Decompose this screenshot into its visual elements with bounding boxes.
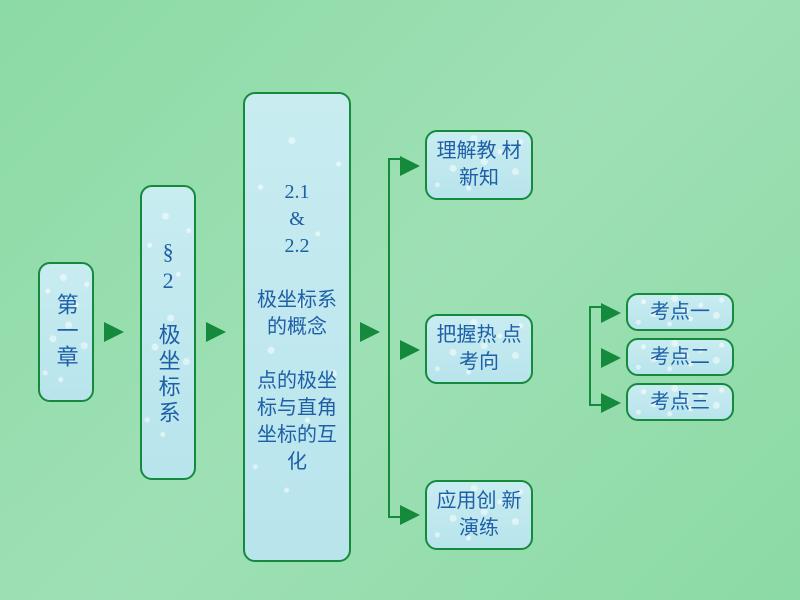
node-label: §2 极坐标系 xyxy=(150,239,185,427)
node-n9: 考点三 xyxy=(626,383,734,421)
arrow-icon xyxy=(360,322,380,342)
node-n1: 第一章 xyxy=(38,262,94,402)
node-n5: 把握热 点考向 xyxy=(425,314,533,384)
node-n3: 2.1 & 2.2 极坐标系的概念 点的极坐标与直角坐标的互化 xyxy=(243,92,351,562)
arrow-icon xyxy=(400,156,420,176)
arrow-icon xyxy=(601,393,621,413)
node-label: 应用创 新演练 xyxy=(433,488,525,542)
node-label: 2.1 & 2.2 极坐标系的概念 点的极坐标与直角坐标的互化 xyxy=(251,179,343,476)
node-label: 考点一 xyxy=(650,299,710,326)
node-label: 把握热 点考向 xyxy=(433,322,525,376)
node-label: 考点三 xyxy=(650,389,710,416)
node-label: 理解教 材新知 xyxy=(433,138,525,192)
arrow-icon xyxy=(601,348,621,368)
arrow-icon xyxy=(601,303,621,323)
arrow-icon xyxy=(400,340,420,360)
node-n6: 应用创 新演练 xyxy=(425,480,533,550)
bracket xyxy=(388,158,400,518)
node-label: 考点二 xyxy=(650,344,710,371)
bracket xyxy=(589,306,601,406)
arrow-icon xyxy=(206,322,226,342)
arrow-icon xyxy=(104,322,124,342)
node-n8: 考点二 xyxy=(626,338,734,376)
node-n7: 考点一 xyxy=(626,293,734,331)
node-n2: §2 极坐标系 xyxy=(140,185,196,480)
node-label: 第一章 xyxy=(48,293,83,371)
arrow-icon xyxy=(400,505,420,525)
node-n4: 理解教 材新知 xyxy=(425,130,533,200)
